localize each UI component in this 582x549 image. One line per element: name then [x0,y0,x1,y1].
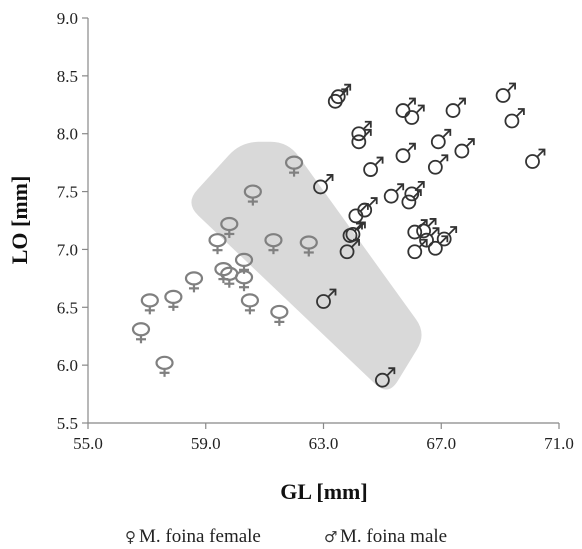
female-point [131,322,151,344]
male-point [419,227,440,248]
female-point [140,293,159,315]
male-point [404,104,425,125]
male-point [404,180,425,202]
legend-female-symbol: ♀ [125,528,136,546]
female-point [264,233,283,255]
male-point [430,128,452,150]
y-tick-label: 8.5 [57,67,78,86]
male-point [427,235,449,256]
female-point [243,184,262,206]
y-tick-label: 6.5 [57,298,78,317]
female-point [164,289,183,311]
legend: ♀ M. foina female ♂ M. foina male [125,526,447,547]
female-point [208,233,227,255]
x-axis-title: GL [mm] [280,479,367,504]
female-point [234,252,254,274]
male-point [316,288,337,309]
male-point [374,367,396,388]
female-point [184,271,204,293]
male-point [330,83,352,105]
male-point [495,82,516,103]
legend-male-label: M. foina male [340,526,447,547]
male-point [345,221,366,242]
male-point [395,142,416,164]
female-point [240,293,260,315]
female-point [220,216,239,238]
y-tick-label: 5.5 [57,414,78,433]
highlight-region [191,141,422,390]
male-point [525,148,546,169]
y-tick-label: 6.0 [57,356,78,375]
x-tick-label: 67.0 [426,434,456,453]
legend-male-symbol: ♂ [324,528,337,546]
male-point [445,97,466,118]
male-point [313,174,334,195]
male-point [351,120,372,142]
y-tick-labels: 5.5 6.0 6.5 7.0 7.5 8.0 8.5 9.0 [57,9,78,433]
male-point [363,156,384,177]
male-point [351,128,372,150]
male-point [427,154,449,175]
y-tick-label: 7.0 [57,240,78,259]
female-point [220,266,239,288]
male-point [407,238,428,260]
x-tick-label: 55.0 [73,434,103,453]
y-tick-label: 7.5 [57,183,78,202]
male-point [357,197,378,218]
male-point [383,183,405,204]
male-point [416,218,437,239]
male-point [395,97,416,118]
y-axis-title: LO [mm] [7,176,32,265]
male-point [504,108,525,129]
female-point [299,235,318,257]
female-point [284,155,304,177]
x-tick-label: 71.0 [544,434,574,453]
female-point [234,270,254,292]
male-point [454,138,475,159]
y-tick-label: 9.0 [57,9,78,28]
x-tick-label: 63.0 [309,434,339,453]
tick-marks [82,17,560,429]
female-point [155,355,174,377]
y-tick-label: 8.0 [57,125,78,144]
female-point [270,304,289,326]
data-points [131,82,546,388]
highlight-region-layer [191,141,422,390]
male-point [436,226,458,247]
x-tick-label: 59.0 [191,434,221,453]
legend-female-label: M. foina female [139,526,261,547]
x-tick-labels: 55.0 59.0 63.0 67.0 71.0 [73,434,574,453]
